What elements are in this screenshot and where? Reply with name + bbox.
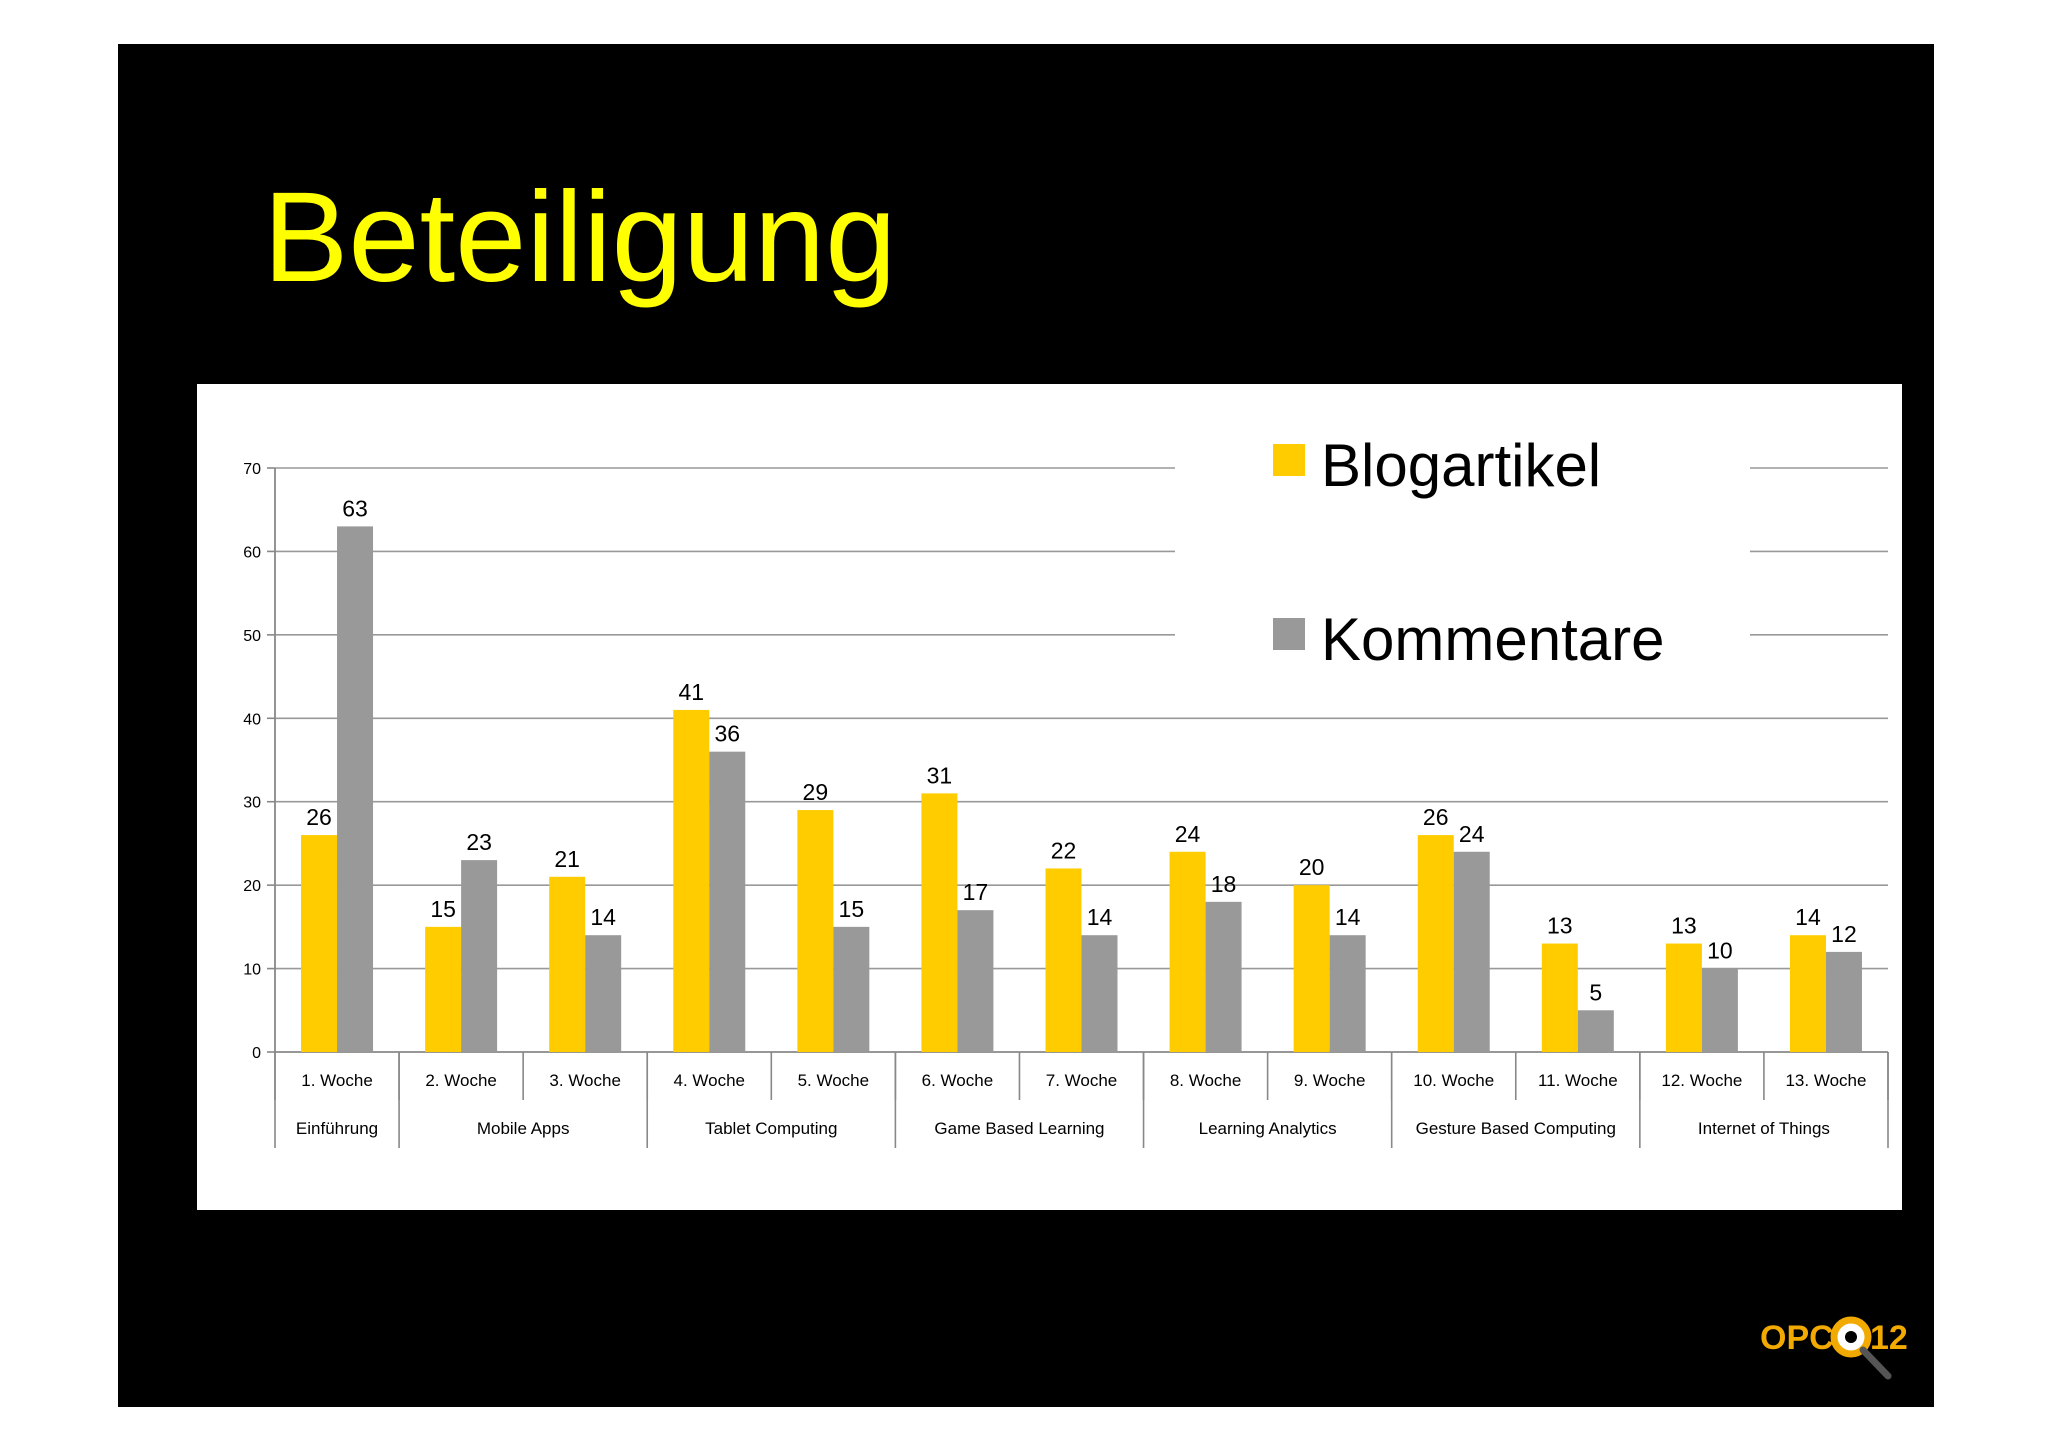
- data-label: 26: [1423, 804, 1449, 830]
- logo-text-left: OPC: [1760, 1319, 1834, 1357]
- group-label: Mobile Apps: [477, 1119, 570, 1138]
- opc12-logo: OPC 12: [1758, 1304, 1918, 1394]
- data-label: 14: [1335, 904, 1361, 930]
- data-label: 22: [1051, 837, 1077, 863]
- x-tick-label: 8. Woche: [1170, 1071, 1242, 1090]
- data-label: 21: [554, 846, 580, 872]
- bar-blogartikel: [1293, 885, 1330, 1052]
- bar-blogartikel: [425, 926, 462, 1052]
- slide: Beteiligung 0 10 20 30 40 50 60 70 26 63 1. Woche 1…: [118, 44, 1934, 1407]
- x-tick-label: 2. Woche: [425, 1071, 497, 1090]
- bar-kommentare: [1453, 851, 1490, 1052]
- bar-kommentare: [585, 935, 622, 1052]
- bar-kommentare: [1329, 935, 1366, 1052]
- x-tick-label: 11. Woche: [1538, 1071, 1618, 1090]
- bar-blogartikel: [1541, 943, 1578, 1052]
- group-label: Learning Analytics: [1199, 1119, 1337, 1138]
- y-tick-label: 10: [243, 962, 261, 979]
- x-tick-label: 10. Woche: [1413, 1071, 1494, 1090]
- bar-blogartikel: [673, 709, 710, 1052]
- x-tick-label: 1. Woche: [301, 1071, 373, 1090]
- data-label: 31: [927, 762, 953, 788]
- data-label: 24: [1175, 821, 1201, 847]
- y-tick-label: 0: [252, 1045, 261, 1062]
- bar-kommentare: [461, 860, 498, 1052]
- data-label: 14: [1087, 904, 1113, 930]
- x-tick-label: 6. Woche: [922, 1071, 994, 1090]
- bar-blogartikel: [549, 876, 586, 1052]
- y-tick-label: 40: [243, 711, 261, 728]
- group-label: Tablet Computing: [705, 1119, 837, 1138]
- data-label: 36: [714, 721, 740, 747]
- bar-blogartikel: [921, 793, 958, 1052]
- data-label: 18: [1211, 871, 1237, 897]
- data-label: 24: [1459, 821, 1485, 847]
- bar-blogartikel: [1789, 935, 1826, 1052]
- legend-swatch-blogartikel: [1273, 444, 1305, 476]
- bar-kommentare: [1205, 901, 1242, 1052]
- bar-blogartikel: [301, 835, 338, 1052]
- group-label: Gesture Based Computing: [1416, 1119, 1616, 1138]
- data-label: 10: [1707, 938, 1733, 964]
- data-label: 14: [1795, 904, 1821, 930]
- data-label: 13: [1671, 913, 1697, 939]
- bar-kommentare: [337, 526, 374, 1052]
- data-label: 15: [839, 896, 865, 922]
- data-label: 17: [963, 879, 989, 905]
- data-label: 14: [590, 904, 616, 930]
- bar-kommentare: [1081, 935, 1118, 1052]
- x-tick-label: 3. Woche: [549, 1071, 621, 1090]
- magnifier-icon: [1830, 1316, 1892, 1380]
- bar-kommentare: [1825, 951, 1862, 1052]
- data-label: 5: [1589, 979, 1602, 1005]
- group-label: Internet of Things: [1698, 1119, 1830, 1138]
- y-tick-label: 30: [243, 795, 261, 812]
- data-label: 15: [430, 896, 456, 922]
- bar-kommentare: [833, 926, 870, 1052]
- bar-kommentare: [957, 910, 994, 1052]
- group-label: Einführung: [296, 1119, 378, 1138]
- x-tick-label: 13. Woche: [1785, 1071, 1866, 1090]
- data-label: 63: [342, 495, 368, 521]
- group-label: Game Based Learning: [934, 1119, 1104, 1138]
- legend-entry: Blogartikel: [1321, 432, 1601, 499]
- x-tick-label: 12. Woche: [1661, 1071, 1742, 1090]
- x-tick-label: 4. Woche: [674, 1071, 746, 1090]
- bar-kommentare: [1701, 968, 1738, 1052]
- data-label: 26: [306, 804, 332, 830]
- y-tick-label: 60: [243, 544, 261, 561]
- data-label: 13: [1547, 913, 1573, 939]
- bar-blogartikel: [1045, 868, 1082, 1052]
- bar-blogartikel: [1169, 851, 1206, 1052]
- x-tick-label: 5. Woche: [798, 1071, 870, 1090]
- data-label: 29: [803, 779, 829, 805]
- x-tick-label: 7. Woche: [1046, 1071, 1118, 1090]
- data-label: 23: [466, 829, 492, 855]
- bar-chart: 0 10 20 30 40 50 60 70 26 63 1. Woche 15 23 2. Woche 2…: [243, 432, 1889, 1148]
- y-tick-label: 50: [243, 628, 261, 645]
- y-tick-label: 70: [243, 461, 261, 478]
- bar-blogartikel: [1665, 943, 1702, 1052]
- y-tick-label: 20: [243, 878, 261, 895]
- chart-panel: 0 10 20 30 40 50 60 70 26 63 1. Woche 15 23 2. Woche 2…: [197, 384, 1902, 1210]
- bar-kommentare: [709, 751, 746, 1052]
- data-label: 12: [1831, 921, 1857, 947]
- legend-entry: Kommentare: [1321, 606, 1664, 673]
- legend-swatch-kommentare: [1273, 618, 1305, 650]
- bar-blogartikel: [797, 810, 834, 1052]
- logo-text-right: 12: [1870, 1319, 1908, 1357]
- x-tick-label: 9. Woche: [1294, 1071, 1366, 1090]
- bar-blogartikel: [1417, 835, 1454, 1052]
- data-label: 41: [678, 679, 704, 705]
- data-label: 20: [1299, 854, 1325, 880]
- bar-kommentare: [1577, 1010, 1614, 1052]
- slide-title: Beteiligung: [263, 166, 897, 309]
